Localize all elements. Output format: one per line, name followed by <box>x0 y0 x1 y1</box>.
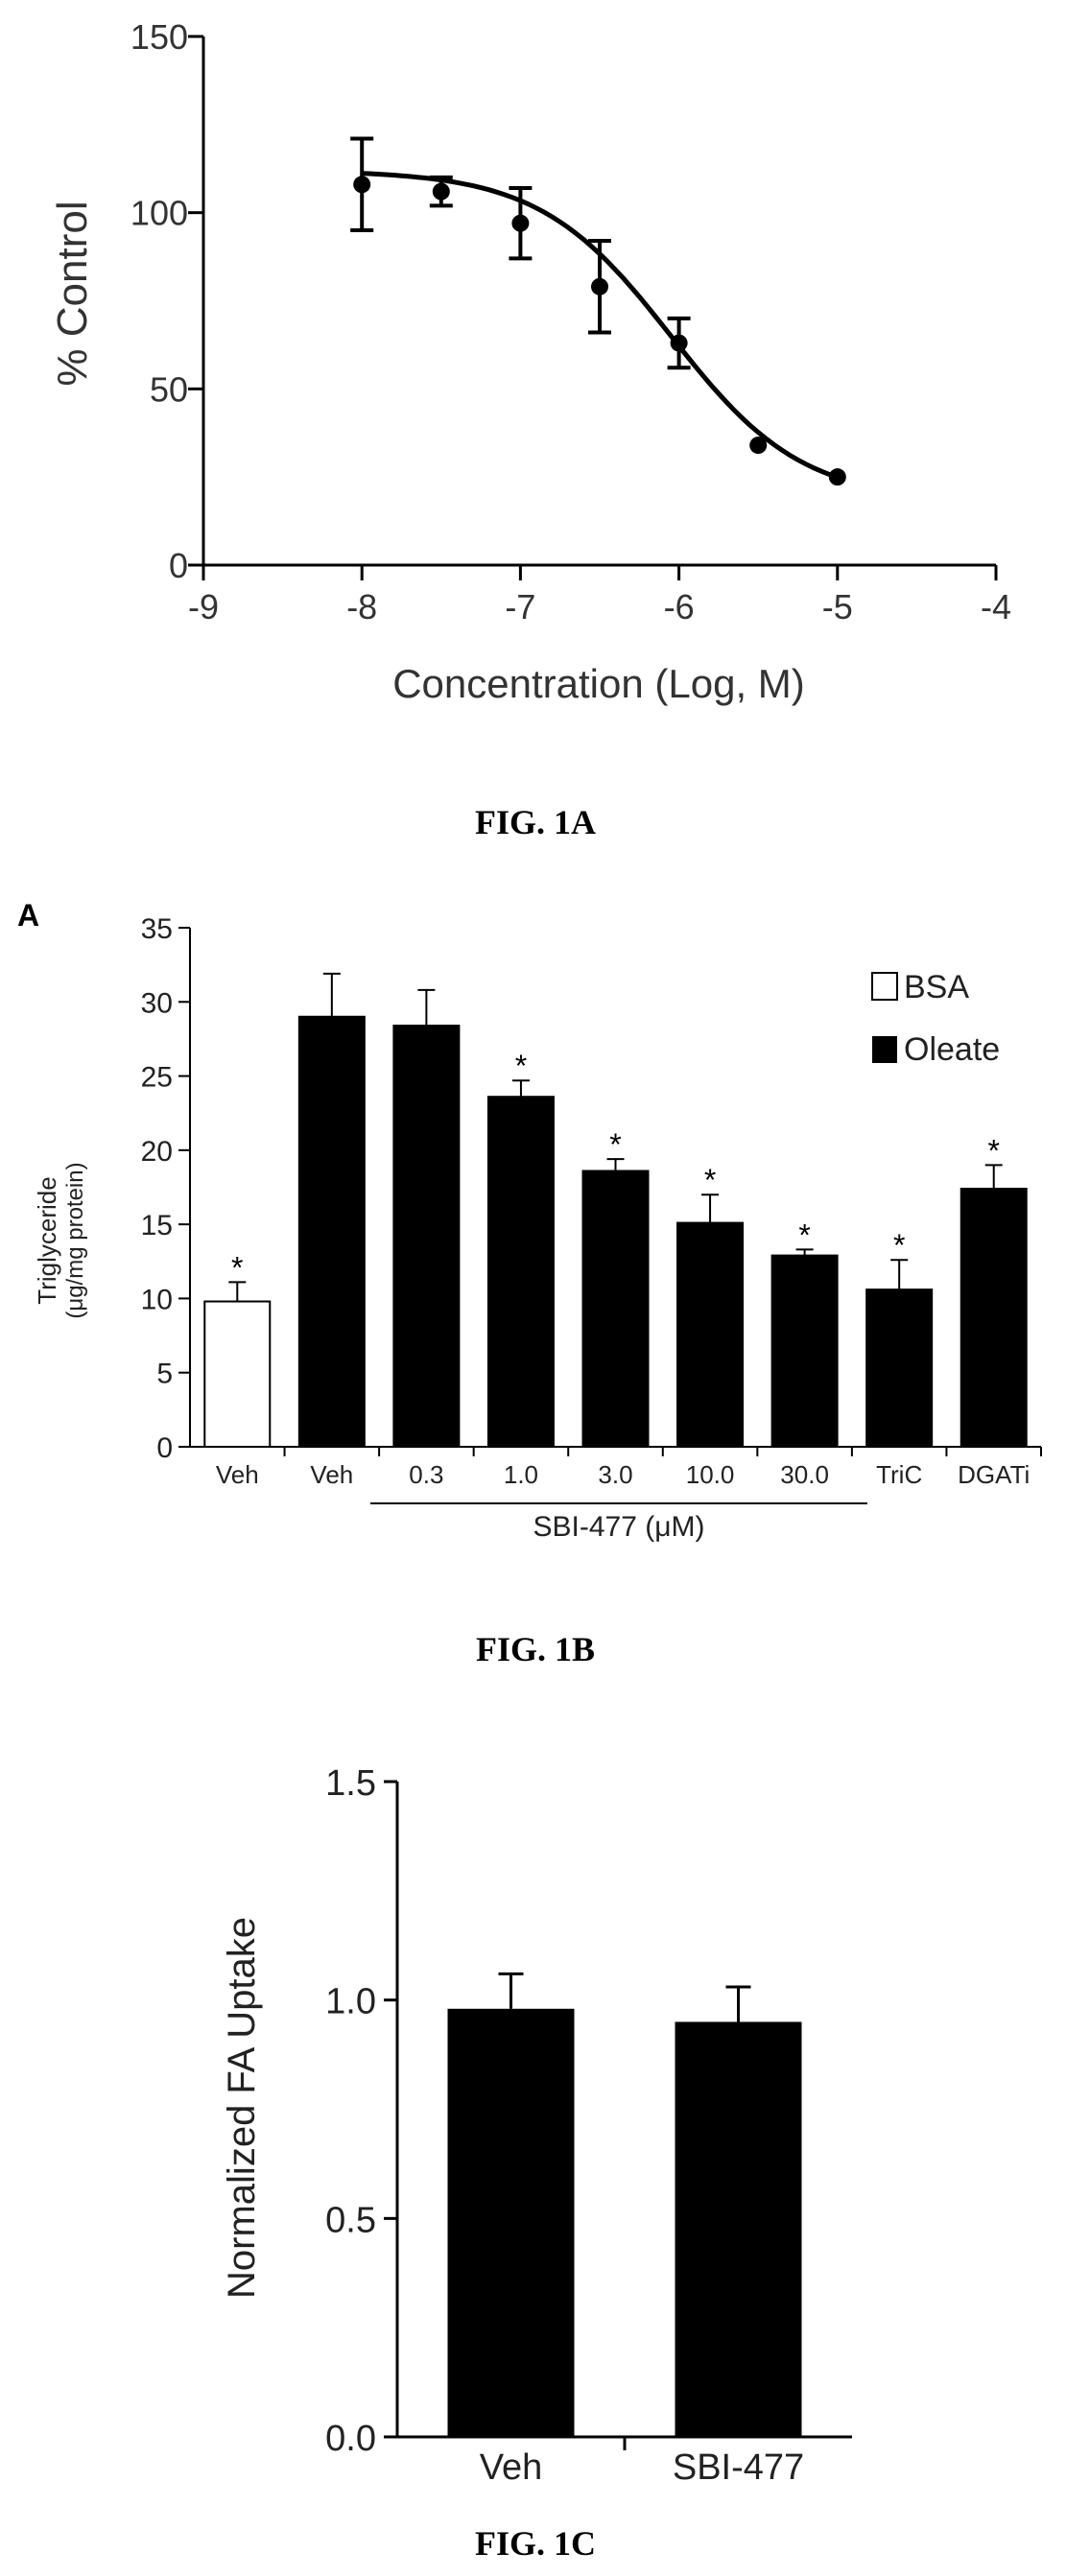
fig1b-bars: * * * * * * * <box>203 972 1028 1449</box>
fig1b-bar <box>960 1188 1028 1448</box>
fig1b-y-tick-label: 15 <box>141 1210 173 1241</box>
fig1b-bar <box>297 1015 366 1448</box>
fig1b-category-label: 1.0 <box>504 1460 538 1489</box>
fig1a-y-tick-label: 100 <box>130 194 188 233</box>
fig1b-y-tick-label: 25 <box>141 1062 173 1094</box>
fig1a-caption: FIG. 1A <box>475 803 596 841</box>
fig1a-data-point <box>432 182 450 201</box>
fig1b-y-tick-label: 35 <box>141 913 173 945</box>
fig1b-group-label: SBI-477 (μM) <box>533 1511 705 1543</box>
fig1b-significance-star: * <box>798 1217 810 1252</box>
fig1a-y-tick-label: 0 <box>169 546 188 585</box>
chart-fig1c: 0.0 0.5 1.0 1.5 Veh SBI-477 Normalized FA Upt… <box>221 1763 852 2488</box>
fig1c-category-label: SBI-477 <box>673 2447 804 2488</box>
fig1a-x-tick-label: -6 <box>664 587 695 626</box>
fig1b-y-tick-label: 5 <box>156 1359 173 1390</box>
fig1c-category-label: Veh <box>480 2447 543 2488</box>
fig1a-y-tick-label: 150 <box>130 17 188 57</box>
fig1b-category-label: Veh <box>310 1460 353 1489</box>
fig1c-y-tick-label: 0.5 <box>325 2200 376 2240</box>
fig1a-data-point <box>828 468 846 486</box>
chart-fig1a: -9 -8 -7 -6 -5 -4 0 50 100 150 Concentration (Log… <box>49 17 1011 706</box>
fig1a-y-axis-label: % Control <box>49 201 96 386</box>
legend-label-oleate: Oleate <box>904 1031 1000 1068</box>
fig1a-axes <box>201 36 996 567</box>
fig1b-category-label: 30.0 <box>780 1460 829 1489</box>
fig1a-data-point <box>511 214 530 232</box>
fig1c-caption: FIG. 1C <box>475 2524 596 2563</box>
fig1b-bar <box>865 1288 934 1449</box>
fig1b-significance-star: * <box>704 1163 716 1197</box>
fig1b-y-tick-label: 10 <box>141 1284 173 1315</box>
fig1b-significance-star: * <box>609 1127 621 1162</box>
fig1b-bar <box>486 1096 555 1448</box>
fig1a-y-tick-label: 50 <box>150 369 188 409</box>
fig1b-panel-letter: A <box>17 898 39 933</box>
legend-swatch-oleate <box>872 1036 897 1063</box>
fig1c-y-axis-label: Normalized FA Uptake <box>221 1917 263 2299</box>
fig1b-significance-star: * <box>515 1049 527 1083</box>
fig1b-y-tick-label: 30 <box>141 987 173 1019</box>
fig1a-data-point <box>749 437 768 455</box>
fig1b-y-axis-label: Triglyceride <box>33 1176 61 1304</box>
fig1b-category-label: 0.3 <box>409 1460 443 1489</box>
fig1b-y-tick-label: 20 <box>141 1136 173 1168</box>
fig1a-x-tick-label: -5 <box>822 587 853 626</box>
fig1c-y-tick-label: 1.5 <box>325 1763 376 1804</box>
legend-label-bsa: BSA <box>904 969 969 1005</box>
fig1a-points <box>350 136 846 486</box>
fig1b-significance-star: * <box>987 1133 999 1168</box>
fig1b-category-label: DGATi <box>958 1460 1030 1489</box>
fig1a-ticks: -9 -8 -7 -6 -5 -4 0 50 100 150 <box>130 17 1011 626</box>
fig1b-category-label: TriC <box>876 1460 922 1489</box>
fig1a-x-tick-label: -4 <box>981 587 1011 626</box>
fig1a-x-tick-label: -9 <box>188 587 219 626</box>
fig1c-bar <box>447 2008 575 2437</box>
fig1a-x-tick-label: -7 <box>505 587 535 626</box>
fig1b-significance-star: * <box>893 1228 905 1263</box>
fig1b-significance-star: * <box>231 1250 243 1285</box>
fig1a-x-tick-label: -8 <box>346 587 377 626</box>
fig1b-y-axis-units: (μg/mg protein) <box>62 1162 88 1318</box>
fig1a-x-axis-label: Concentration (Log, M) <box>392 661 805 706</box>
fig1b-category-label: 10.0 <box>686 1460 735 1489</box>
fig1c-bars <box>447 1972 802 2437</box>
legend-swatch-bsa <box>871 972 898 1001</box>
fig1c-ticks: 0.0 0.5 1.0 1.5 Veh SBI-477 <box>325 1763 804 2488</box>
fig1b-y-tick-label: 0 <box>156 1432 173 1464</box>
fig1c-bar <box>675 2021 802 2437</box>
fig1b-category-label: Veh <box>216 1460 259 1489</box>
fig1a-data-point <box>591 277 608 295</box>
fig1b-caption: FIG. 1B <box>476 1630 595 1668</box>
fig1b-bar <box>203 1300 272 1449</box>
fig1b-bar <box>581 1170 650 1449</box>
fig1c-y-tick-label: 1.0 <box>325 1982 376 2022</box>
fig1b-category-labels: Veh Veh 0.3 1.0 3.0 10.0 30.0 TriC DGATi <box>216 1460 1030 1489</box>
fig1b-bar <box>392 1025 461 1448</box>
fig1c-y-tick-label: 0.0 <box>325 2419 376 2459</box>
fig1b-category-label: 3.0 <box>598 1460 632 1489</box>
fig1b-ticks: 0 5 10 15 20 25 30 35 <box>141 913 1042 1464</box>
fig1a-data-point <box>670 334 688 352</box>
fig1b-bar <box>676 1221 745 1449</box>
fig1b-bar <box>770 1254 839 1449</box>
fig1b-legend: BSA Oleate <box>871 969 1000 1068</box>
chart-fig1b: 0 5 10 15 20 25 30 35 * * * * * * * Veh Veh 0.3 1.0 3.0 10… <box>33 913 1042 1543</box>
fig1a-data-point <box>353 176 371 194</box>
